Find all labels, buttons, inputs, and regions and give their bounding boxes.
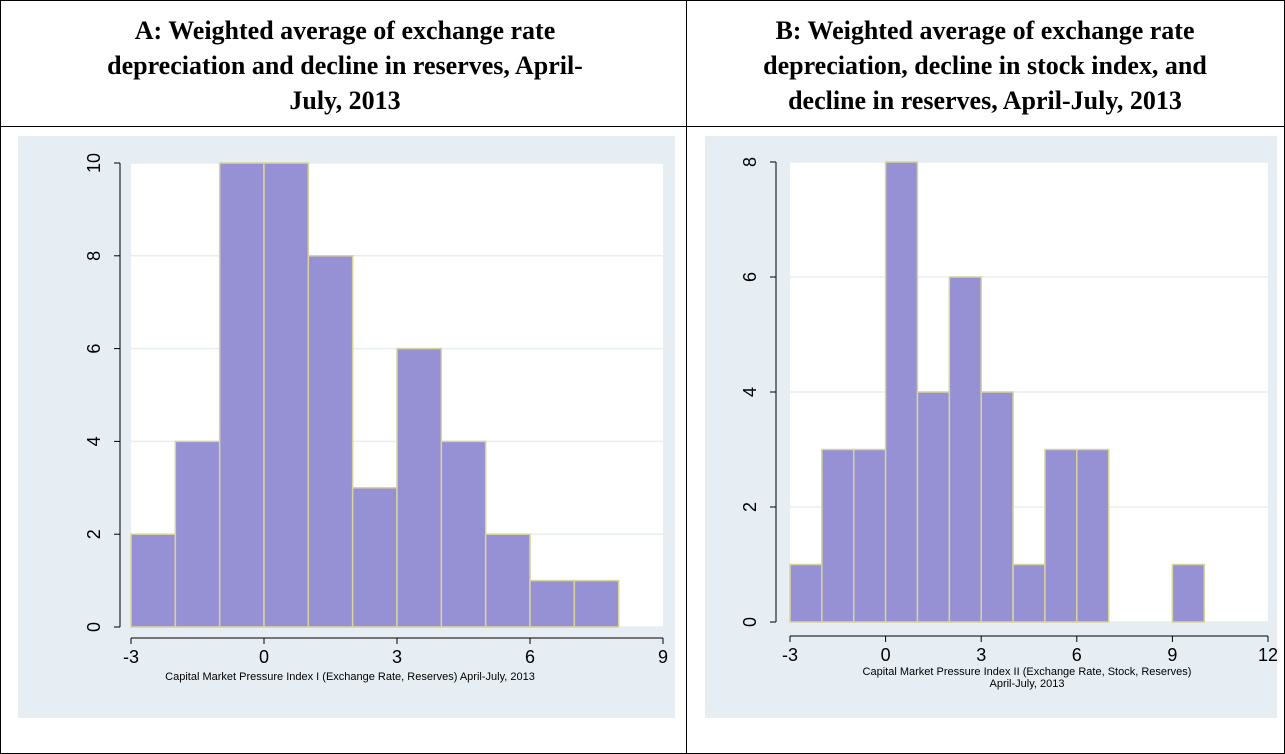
y-tick-label: 6	[740, 272, 760, 282]
histogram-bar	[308, 256, 352, 627]
x-tick-label: 6	[1072, 645, 1082, 665]
histogram-a: 0 2 4 6 8 10 -3 0 3 6 9 Capital Market Pressure Ind…	[18, 136, 675, 718]
panel-a-heading-line: July, 2013	[107, 83, 583, 118]
histogram-bar	[353, 488, 397, 627]
panel-b-heading-line: decline in reserves, April-July, 2013	[763, 83, 1207, 118]
histogram-bar	[790, 565, 822, 623]
panel-a-heading-line: A: Weighted average of exchange rate	[107, 13, 583, 48]
column-divider	[686, 0, 687, 754]
y-tick-label: 0	[84, 622, 104, 632]
panel-b-heading-line: depreciation, decline in stock index, an…	[763, 48, 1207, 83]
header-divider	[0, 126, 1285, 127]
panel-a-heading: A: Weighted average of exchange rate dep…	[30, 6, 660, 124]
histogram-bar	[949, 277, 981, 622]
histogram-bar	[1172, 565, 1204, 623]
panel-b-heading-line: B: Weighted average of exchange rate	[763, 13, 1207, 48]
y-tick-label: 10	[84, 153, 104, 173]
x-tick-label: -3	[782, 645, 798, 665]
x-tick-label: -3	[123, 647, 139, 667]
histogram-bar	[574, 581, 618, 627]
histogram-bar	[220, 163, 264, 627]
y-tick-label: 8	[84, 251, 104, 261]
histogram-bar	[175, 441, 219, 627]
y-tick-label: 4	[740, 387, 760, 397]
x-tick-label: 12	[1258, 645, 1277, 665]
x-tick-label: 3	[976, 645, 986, 665]
histogram-b: 0 2 4 6 8 -3 0 3 6 9 12 Capital Market Pressure Ind…	[705, 136, 1277, 718]
histogram-bar	[854, 450, 886, 623]
histogram-panel-b: 0 2 4 6 8 -3 0 3 6 9 12 Capital Market Pressure Ind…	[705, 136, 1277, 718]
histogram-bar	[981, 392, 1013, 622]
x-axis-title: April-July, 2013	[990, 678, 1065, 690]
x-tick-label: 0	[881, 645, 891, 665]
panel-a-heading-line: depreciation and decline in reserves, Ap…	[107, 48, 583, 83]
x-tick-label: 6	[525, 647, 535, 667]
panel-b-heading: B: Weighted average of exchange rate dep…	[700, 6, 1270, 124]
x-tick-label: 9	[1167, 645, 1177, 665]
x-tick-label: 0	[259, 647, 269, 667]
y-tick-label: 6	[84, 344, 104, 354]
histogram-panel-a: 0 2 4 6 8 10 -3 0 3 6 9 Capital Market Pressure Ind…	[18, 136, 675, 718]
histogram-bar	[822, 450, 854, 623]
histogram-bar	[886, 162, 918, 622]
x-axis-title: Capital Market Pressure Index II (Exchan…	[863, 666, 1192, 678]
x-tick-label: 3	[392, 647, 402, 667]
histogram-bar	[486, 534, 530, 627]
y-tick-label: 2	[740, 502, 760, 512]
histogram-bar	[1045, 450, 1077, 623]
x-tick-label: 9	[658, 647, 668, 667]
y-tick-label: 2	[84, 529, 104, 539]
histogram-bar	[397, 349, 441, 627]
histogram-bar	[1077, 450, 1109, 623]
y-tick-label: 4	[84, 436, 104, 446]
histogram-bar	[1013, 565, 1045, 623]
y-tick-label: 8	[740, 157, 760, 167]
histogram-bar	[441, 441, 485, 627]
x-axis-title: Capital Market Pressure Index I (Exchang…	[165, 671, 535, 683]
histogram-bar	[264, 163, 308, 627]
histogram-bar	[530, 581, 574, 627]
y-tick-label: 0	[740, 617, 760, 627]
histogram-bar	[917, 392, 949, 622]
histogram-bar	[131, 534, 175, 627]
